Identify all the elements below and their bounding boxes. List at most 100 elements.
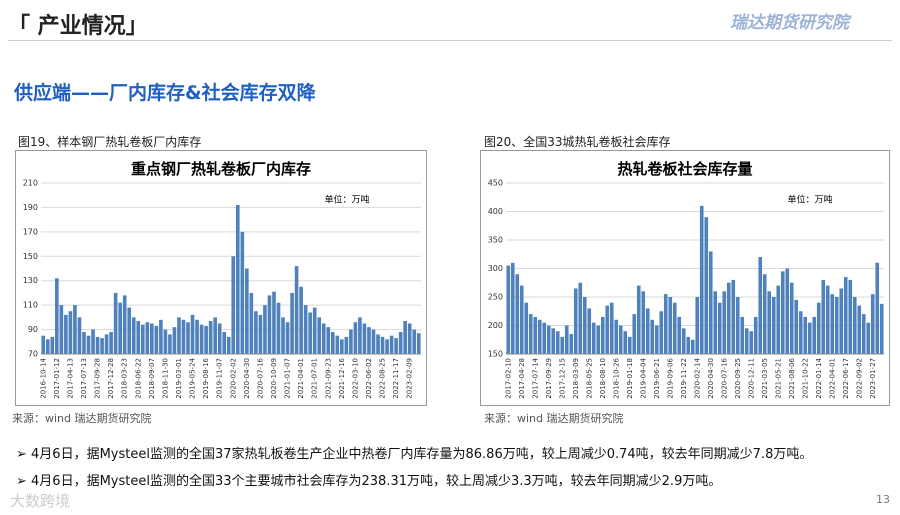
- bar: [389, 335, 394, 354]
- bar: [55, 278, 59, 354]
- x-tick-label: 2017-02-10: [504, 358, 512, 399]
- x-tick-label: 2023-02-09: [406, 358, 414, 399]
- unit-label: 单位：万吨: [324, 194, 369, 206]
- bar: [294, 266, 299, 354]
- bar: [695, 297, 700, 354]
- bar: [569, 334, 574, 354]
- x-tick-label: 2022-08-25: [379, 358, 387, 399]
- bar: [614, 319, 619, 354]
- caption: 图20、全国33城热轧卷板社会库存: [484, 135, 671, 149]
- bar: [776, 285, 781, 354]
- bar: [533, 316, 538, 354]
- bar: [82, 332, 86, 354]
- bar: [542, 322, 547, 354]
- y-tick-label: 400: [488, 207, 503, 216]
- section-title-text: 产业情况: [37, 14, 126, 39]
- bar: [190, 314, 195, 354]
- x-tick-label: 2021-07-01: [311, 358, 319, 399]
- bar: [41, 335, 46, 354]
- bar: [285, 322, 290, 354]
- bar: [398, 332, 403, 354]
- x-tick-label: 2017-09-28: [94, 358, 102, 399]
- bar: [159, 319, 163, 354]
- bar: [875, 262, 880, 354]
- x-tick-label: 2017-12-15: [558, 358, 566, 399]
- x-tick-label: 2017-07-14: [531, 357, 539, 398]
- bar: [749, 331, 754, 354]
- bar: [857, 305, 862, 354]
- bar: [816, 302, 821, 354]
- x-tick-label: 2017-04-13: [66, 358, 74, 399]
- bar: [95, 336, 100, 354]
- bar: [591, 322, 596, 354]
- bar: [551, 328, 556, 354]
- bar: [668, 297, 673, 354]
- chart-title: 热轧卷板社会库存量: [617, 160, 752, 178]
- bar: [109, 332, 113, 354]
- bar: [519, 285, 524, 354]
- x-tick-label: 2019-11-22: [680, 358, 688, 399]
- bar: [659, 311, 664, 354]
- bar: [506, 265, 511, 354]
- bar: [744, 328, 749, 354]
- bar: [879, 303, 884, 354]
- x-tick-label: 2018-09-07: [148, 358, 156, 399]
- bar: [299, 286, 303, 354]
- bar: [578, 282, 583, 354]
- bar: [515, 274, 520, 354]
- bar: [312, 307, 317, 354]
- bar: [403, 321, 407, 354]
- y-tick-label: 110: [23, 301, 38, 310]
- bar: [524, 302, 529, 354]
- y-tick-label: 450: [488, 179, 503, 188]
- x-tick-label: 2017-09-29: [545, 358, 553, 399]
- bar: [272, 291, 276, 354]
- bar: [785, 268, 790, 354]
- bar: [127, 307, 132, 354]
- bar: [803, 316, 808, 354]
- bar: [376, 334, 380, 354]
- bar: [168, 334, 172, 354]
- bar: [290, 292, 294, 354]
- bar: [623, 331, 628, 354]
- bar: [122, 295, 127, 354]
- x-tick-label: 2021-03-05: [761, 358, 769, 399]
- bar: [235, 204, 240, 354]
- bar: [385, 339, 389, 354]
- x-tick-label: 2020-09-25: [734, 358, 742, 399]
- bar: [852, 297, 857, 354]
- y-tick-label: 190: [23, 203, 38, 212]
- x-tick-label: 2020-02-02: [229, 358, 237, 399]
- bar: [371, 329, 376, 354]
- bar: [627, 336, 632, 354]
- bar: [86, 335, 91, 354]
- bar: [690, 339, 695, 354]
- bar: [866, 322, 871, 354]
- bar: [798, 311, 803, 354]
- bar: [362, 323, 367, 354]
- bar: [64, 314, 68, 354]
- y-tick-label: 150: [23, 252, 38, 261]
- bar: [843, 277, 848, 354]
- x-tick-label: 2020-04-30: [707, 358, 715, 399]
- x-tick-label: 2018-03-09: [572, 358, 580, 399]
- x-tick-label: 2020-12-11: [747, 358, 755, 399]
- bar: [150, 323, 154, 354]
- x-tick-label: 2017-04-28: [518, 358, 526, 399]
- bar: [713, 291, 718, 354]
- bar: [794, 299, 799, 354]
- bar: [163, 329, 168, 354]
- bar: [830, 294, 835, 354]
- headline: 供应端——厂内库存&社会库存双降: [14, 82, 316, 104]
- bar: [848, 279, 853, 354]
- bullet: ➢ 4月6日，据Mysteel监测的全国37家热轧板卷生产企业中热卷厂内库存量为…: [16, 447, 813, 462]
- bar: [821, 279, 826, 354]
- bar: [68, 311, 73, 354]
- x-tick-label: 2018-06-22: [134, 358, 142, 399]
- bar: [416, 333, 421, 354]
- x-tick-label: 2021-05-21: [774, 358, 782, 399]
- page-number: 13: [876, 493, 890, 506]
- bar: [686, 336, 691, 354]
- bar: [330, 332, 335, 354]
